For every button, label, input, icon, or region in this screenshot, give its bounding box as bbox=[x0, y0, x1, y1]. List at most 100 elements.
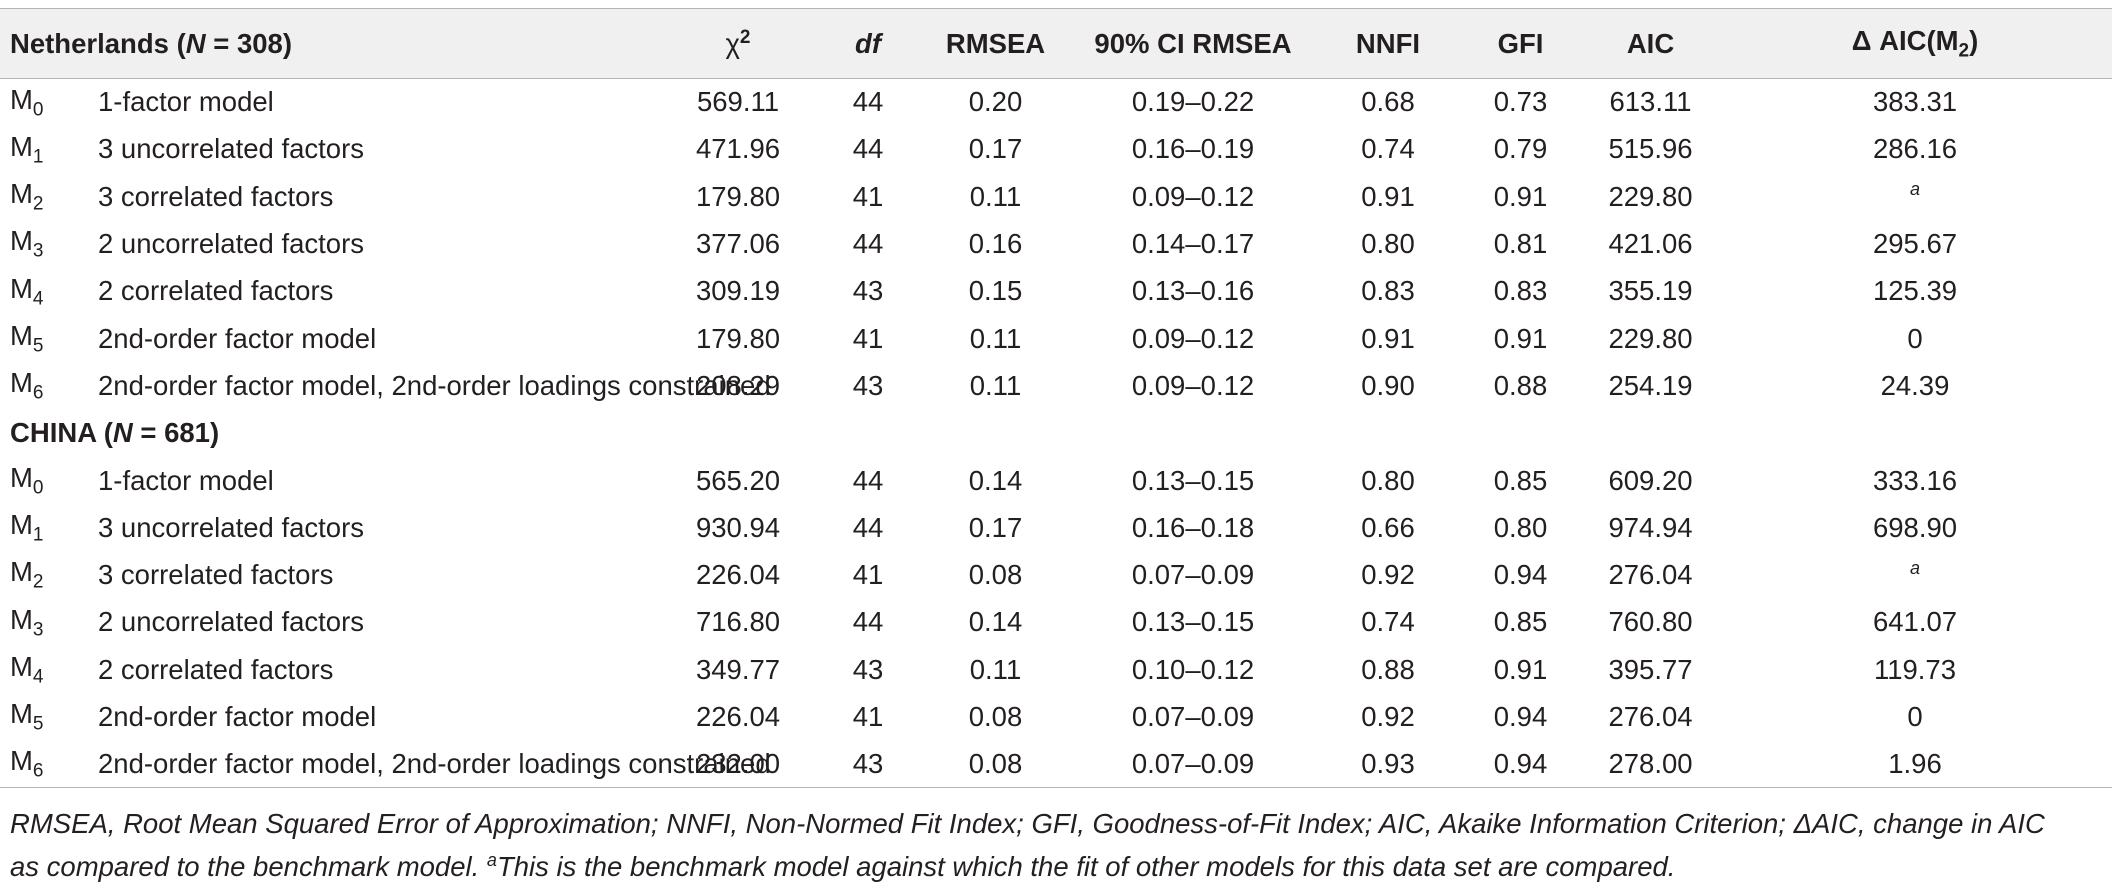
ci-rmsea-cell: 0.09–0.12 bbox=[1131, 180, 1255, 212]
ci-rmsea-cell: 0.07–0.09 bbox=[1131, 559, 1255, 591]
nnfi-cell: 0.83 bbox=[1361, 275, 1415, 307]
nnfi-cell: 0.66 bbox=[1361, 511, 1415, 543]
model-description-cell: 3 uncorrelated factors bbox=[98, 133, 364, 165]
table-row: M6 2nd-order factor model, 2nd-order load… bbox=[0, 362, 2112, 409]
gfi-cell: 0.80 bbox=[1493, 511, 1548, 543]
fit-indices-table: Netherlands (N = 308) χ2 df RMSEA 90% CI… bbox=[0, 8, 2112, 789]
ci-rmsea-cell: 0.16–0.18 bbox=[1131, 511, 1255, 543]
delta-aic-cell: a bbox=[1718, 173, 2112, 220]
ci-rmsea-cell: 0.16–0.19 bbox=[1131, 133, 1255, 165]
chi2-cell: 349.77 bbox=[695, 653, 781, 685]
model-id-cell: M5 bbox=[10, 319, 44, 357]
aic-cell: 278.00 bbox=[1583, 740, 1718, 789]
delta-aic-cell: 24.39 bbox=[1880, 369, 1950, 401]
delta-aic-cell: 0 bbox=[1907, 322, 1923, 354]
model-description-cell: 1-factor model bbox=[98, 86, 274, 118]
gfi-cell: 0.91 bbox=[1493, 653, 1548, 685]
model-description-cell: 2 correlated factors bbox=[98, 275, 334, 307]
gfi-cell: 0.83 bbox=[1493, 275, 1548, 307]
ci-rmsea-cell: 0.07–0.09 bbox=[1068, 740, 1318, 789]
table-row: M0 1-factor model 569.11 44 0.20 0.19–0.22 0.6… bbox=[0, 79, 2112, 126]
gfi-cell: 0.85 bbox=[1493, 606, 1548, 638]
df-cell: 44 bbox=[852, 133, 884, 165]
chi2-cell: 565.20 bbox=[695, 464, 781, 496]
ci-rmsea-cell: 0.19–0.22 bbox=[1131, 86, 1255, 118]
df-cell: 41 bbox=[852, 559, 884, 591]
rmsea-cell: 0.08 bbox=[968, 559, 1023, 591]
df-cell: 44 bbox=[852, 228, 884, 260]
delta-aic-cell: 295.67 bbox=[1872, 228, 1958, 260]
aic-cell: 613.11 bbox=[1609, 86, 1692, 118]
gfi-cell: 0.88 bbox=[1493, 369, 1548, 401]
gfi-cell: 0.81 bbox=[1493, 228, 1548, 260]
delta-aic-cell: 383.31 bbox=[1872, 86, 1958, 118]
model-description-cell: 2nd-order factor model bbox=[98, 322, 377, 354]
ci-rmsea-cell: 0.13–0.16 bbox=[1131, 275, 1255, 307]
delta-aic-cell: 698.90 bbox=[1872, 511, 1958, 543]
ci-rmsea-cell: 0.13–0.15 bbox=[1131, 606, 1255, 638]
chi2-cell: 716.80 bbox=[695, 606, 781, 638]
aic-cell: 229.80 bbox=[1608, 180, 1693, 212]
ci-rmsea-cell: 0.13–0.15 bbox=[1131, 464, 1255, 496]
header-row: Netherlands (N = 308) χ2 df RMSEA 90% CI… bbox=[0, 8, 2112, 79]
model-id-cell: M4 bbox=[10, 650, 44, 688]
ci-rmsea-cell: 0.09–0.12 bbox=[1131, 322, 1255, 354]
aic-header: AIC bbox=[1583, 8, 1718, 79]
delta-aic-cell: 1.96 bbox=[1718, 740, 2112, 789]
df-cell: 41 bbox=[852, 322, 884, 354]
table-row: M3 2 uncorrelated factors 716.80 44 0.14 0.13… bbox=[0, 599, 2112, 646]
rmsea-cell: 0.15 bbox=[968, 275, 1023, 307]
model-description-cell: 3 uncorrelated factors bbox=[98, 511, 364, 543]
rmsea-cell: 0.16 bbox=[968, 228, 1023, 260]
rmsea-cell: 0.14 bbox=[968, 464, 1023, 496]
nnfi-cell: 0.80 bbox=[1361, 464, 1415, 496]
model-id-cell: M6 bbox=[10, 367, 44, 404]
gfi-cell: 0.91 bbox=[1493, 180, 1548, 212]
table-row: M1 3 uncorrelated factors 471.96 44 0.17 0.16… bbox=[0, 126, 2112, 173]
model-description-cell: 2 uncorrelated factors bbox=[98, 228, 364, 260]
rmsea-cell: 0.11 bbox=[969, 180, 1022, 212]
chi2-cell: 226.04 bbox=[695, 701, 781, 732]
model-id-cell: M1 bbox=[10, 130, 44, 168]
delta-aic-cell: 641.07 bbox=[1872, 606, 1958, 638]
aic-cell: 254.19 bbox=[1608, 369, 1693, 401]
model-description-cell: 1-factor model bbox=[98, 464, 274, 496]
footnote-line-1: RMSEA, Root Mean Squared Error of Approx… bbox=[10, 808, 2045, 839]
nnfi-cell: 0.93 bbox=[1318, 740, 1458, 789]
model-id-cell: M3 bbox=[10, 225, 44, 262]
model-id-cell: M3 bbox=[10, 603, 44, 641]
table-row: M0 1-factor model 565.20 44 0.14 0.13–0.15 0.8… bbox=[0, 457, 2112, 504]
aic-cell: 276.04 bbox=[1608, 701, 1693, 732]
model-id-cell: M0 bbox=[10, 461, 44, 499]
table-row: M1 3 uncorrelated factors 930.94 44 0.17 0.16… bbox=[0, 504, 2112, 551]
netherlands-header: Netherlands (N = 308) bbox=[0, 8, 663, 79]
table-row: M2 3 correlated factors 179.80 41 0.11 0.09–0… bbox=[0, 173, 2112, 220]
df-header: df bbox=[813, 8, 923, 79]
df-cell: 44 bbox=[852, 464, 884, 496]
delta-aic-cell: a bbox=[1718, 551, 2112, 598]
chi2-cell: 179.80 bbox=[695, 322, 781, 354]
aic-cell: 609.20 bbox=[1608, 464, 1693, 496]
df-cell: 43 bbox=[813, 740, 923, 789]
nnfi-cell: 0.90 bbox=[1361, 369, 1415, 401]
rmsea-cell: 0.14 bbox=[968, 606, 1023, 638]
ci-rmsea-header: 90% CI RMSEA bbox=[1068, 8, 1318, 79]
chi2-cell: 930.94 bbox=[695, 511, 781, 543]
df-cell: 43 bbox=[852, 369, 884, 401]
df-cell: 44 bbox=[852, 606, 884, 638]
gfi-cell: 0.73 bbox=[1493, 86, 1548, 118]
delta-aic-cell: 0 bbox=[1907, 701, 1923, 732]
chi2-cell: 569.11 bbox=[696, 86, 780, 118]
rmsea-header: RMSEA bbox=[923, 8, 1068, 79]
benchmark-marker: a bbox=[1909, 557, 1920, 578]
rmsea-cell: 0.20 bbox=[968, 86, 1023, 118]
chi2-cell: 208.29 bbox=[695, 369, 781, 401]
model-id-cell: M6 bbox=[0, 740, 98, 789]
gfi-cell: 0.79 bbox=[1493, 133, 1548, 165]
chi2-cell: 377.06 bbox=[695, 228, 781, 260]
chi2-cell: 226.04 bbox=[695, 559, 781, 591]
nnfi-cell: 0.91 bbox=[1361, 180, 1415, 212]
benchmark-marker: a bbox=[1909, 179, 1920, 200]
model-description-cell: 2nd-order factor model, 2nd-order loadin… bbox=[98, 740, 771, 789]
nnfi-header: NNFI bbox=[1318, 8, 1458, 79]
